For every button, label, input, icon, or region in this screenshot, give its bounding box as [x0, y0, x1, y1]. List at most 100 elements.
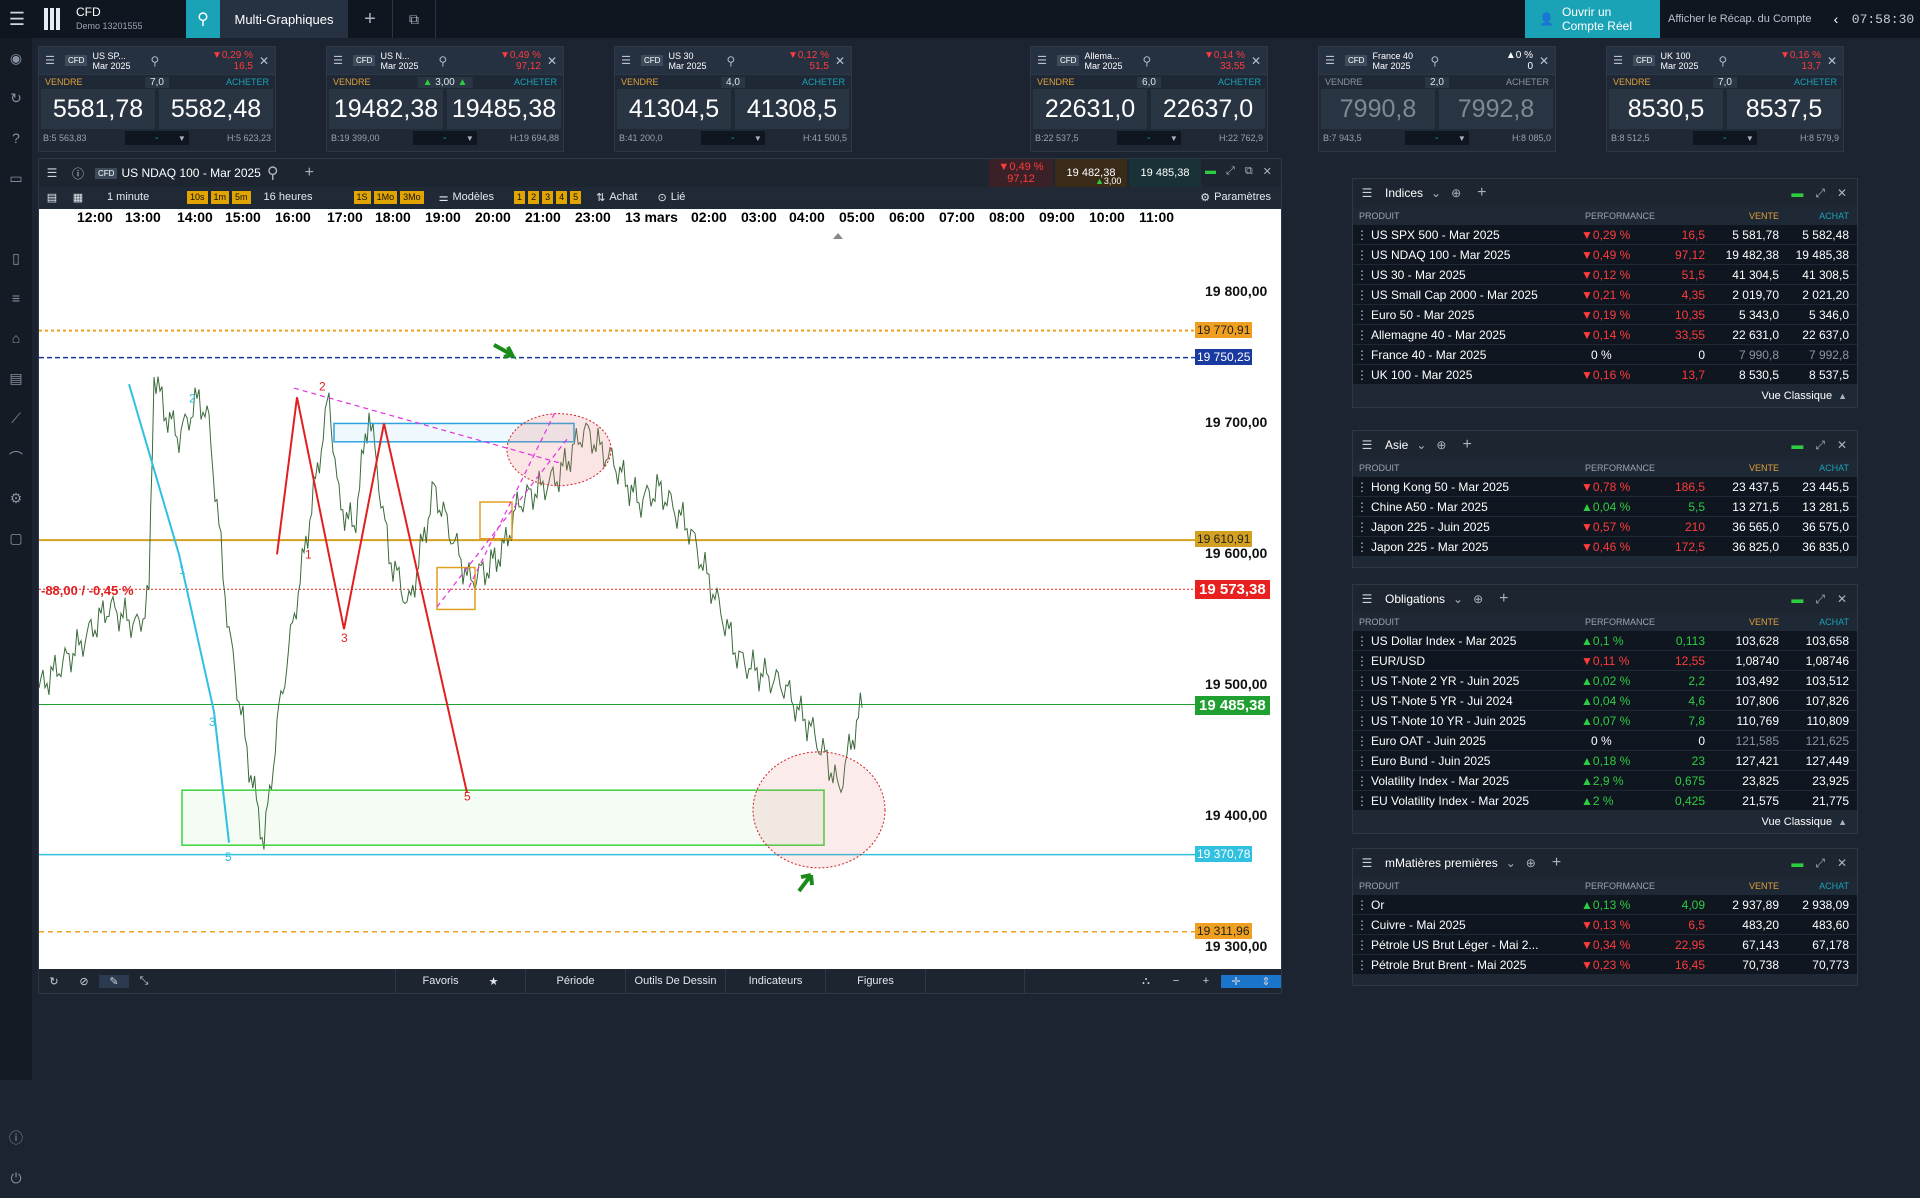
watchlist-row[interactable]: ⋮ US NDAQ 100 - Mar 2025 ▼0,49 % 97,12 19 48…	[1353, 245, 1857, 265]
col-performance[interactable]: PERFORMANCE	[1585, 617, 1656, 627]
col-sell[interactable]: VENTE	[1748, 211, 1779, 221]
close-icon[interactable]: ✕	[1836, 591, 1847, 606]
zoom-search-icon[interactable]: ⊕	[1525, 856, 1536, 870]
row-buy-price[interactable]: 21,775	[1812, 793, 1849, 808]
timeframe-button[interactable]: 10s	[187, 190, 208, 204]
quantity-input[interactable]: - ▼	[1692, 131, 1757, 145]
row-menu-icon[interactable]: ⋮	[1356, 519, 1368, 534]
col-buy[interactable]: ACHAT	[1819, 617, 1849, 627]
row-buy-price[interactable]: 110,809	[1806, 713, 1850, 728]
search-icon[interactable]: ⚲	[266, 165, 279, 182]
sell-price-button[interactable]: 7990,8	[1321, 89, 1435, 129]
sell-price-button[interactable]: 41304,5	[617, 89, 731, 129]
col-product[interactable]: PRODUIT	[1359, 881, 1400, 891]
power-icon[interactable]: ⏻	[10, 1169, 22, 1186]
info-icon[interactable]: ⓘ	[9, 1130, 23, 1146]
row-buy-price[interactable]: 70,773	[1812, 957, 1849, 972]
panel-menu-icon[interactable]: ☰	[1361, 438, 1373, 452]
watchlist-row[interactable]: ⋮ Pétrole US Brut Léger - Mai 2... ▼0,34 %…	[1353, 935, 1857, 955]
ticket-menu-icon[interactable]: ☰	[1037, 55, 1047, 67]
watchlist-row[interactable]: ⋮ US Dollar Index - Mar 2025 ▲0,1 % 0,113 10…	[1353, 631, 1857, 651]
panel-title[interactable]: Obligations	[1385, 592, 1446, 606]
info-circle-icon[interactable]: ⓘ	[71, 166, 84, 181]
search-icon[interactable]: ⚲	[1430, 53, 1440, 68]
row-menu-icon[interactable]: ⋮	[1356, 773, 1368, 788]
row-sell-price[interactable]: 2 937,89	[1732, 897, 1779, 912]
watchlist-row[interactable]: ⋮ US 30 - Mar 2025 ▼0,12 % 51,5 41 304,5 41 3…	[1353, 265, 1857, 285]
list-icon[interactable]: ≡	[11, 290, 21, 306]
row-buy-price[interactable]: 67,178	[1812, 937, 1849, 952]
col-performance[interactable]: PERFORMANCE	[1585, 463, 1656, 473]
watchlist-row[interactable]: ⋮ UK 100 - Mar 2025 ▼0,16 % 13,7 8 530,5 8 53…	[1353, 365, 1857, 385]
tag-icon[interactable]: ⌂	[11, 330, 21, 346]
watchlist-row[interactable]: ⋮ Cuivre - Mai 2025 ▼0,13 % 6,5 483,20 483,60	[1353, 915, 1857, 935]
row-menu-icon[interactable]: ⋮	[1356, 247, 1368, 262]
ticket-menu-icon[interactable]: ☰	[333, 55, 343, 67]
row-sell-price[interactable]: 5 581,78	[1732, 227, 1779, 242]
popout-icon[interactable]: ⧉	[1244, 165, 1253, 177]
row-buy-price[interactable]: 36 835,0	[1802, 539, 1849, 554]
row-sell-price[interactable]: 36 825,0	[1732, 539, 1779, 554]
panel-menu-icon[interactable]: ☰	[1361, 186, 1373, 200]
row-menu-icon[interactable]: ⋮	[1356, 479, 1368, 494]
panel-menu-icon[interactable]: ☰	[1361, 856, 1373, 870]
row-sell-price[interactable]: 110,769	[1736, 713, 1780, 728]
zoom-out-icon[interactable]: −	[1172, 974, 1180, 987]
search-icon[interactable]: ⚲	[438, 53, 448, 68]
range-select[interactable]: 16 heures	[263, 191, 313, 203]
buy-price-button[interactable]: 8537,5	[1727, 89, 1841, 129]
expand-icon[interactable]: ⤢	[1815, 855, 1825, 870]
watchlist-row[interactable]: ⋮ Euro OAT - Juin 2025 0 % 0 121,585 121,625	[1353, 731, 1857, 751]
row-sell-price[interactable]: 19 482,38	[1725, 247, 1779, 262]
row-menu-icon[interactable]: ⋮	[1356, 287, 1368, 302]
pencil-icon[interactable]: ✎	[99, 974, 129, 988]
expand-icon[interactable]: ⤢	[1815, 437, 1825, 452]
row-menu-icon[interactable]: ⋮	[1356, 227, 1368, 242]
col-performance[interactable]: PERFORMANCE	[1585, 881, 1656, 891]
sell-price-button[interactable]: 22631,0	[1033, 89, 1147, 129]
buy-price-button[interactable]: 41308,5	[735, 89, 849, 129]
row-sell-price[interactable]: 21,575	[1742, 793, 1779, 808]
chart-sell-button[interactable]: 19 482,38	[1055, 159, 1127, 187]
disable-icon[interactable]: ⊘	[79, 975, 89, 988]
row-menu-icon[interactable]: ⋮	[1356, 673, 1368, 688]
watchlist-row[interactable]: ⋮ Euro Bund - Juin 2025 ▲0,18 % 23 127,421 12…	[1353, 751, 1857, 771]
row-buy-price[interactable]: 36 575,0	[1802, 519, 1849, 534]
settings-gear-icon[interactable]: ⚙	[9, 489, 23, 506]
sell-price-button[interactable]: 8530,5	[1609, 89, 1723, 129]
row-sell-price[interactable]: 36 565,0	[1732, 519, 1779, 534]
row-sell-price[interactable]: 127,421	[1735, 753, 1779, 768]
row-buy-price[interactable]: 41 308,5	[1802, 267, 1849, 282]
add-icon[interactable]: +	[1462, 436, 1472, 453]
expand-icon[interactable]: ⤢	[1226, 165, 1235, 177]
ticket-menu-icon[interactable]: ☰	[45, 55, 55, 67]
settings-button[interactable]: Paramètres	[1214, 191, 1271, 203]
col-buy[interactable]: ACHAT	[1819, 463, 1849, 473]
row-menu-icon[interactable]: ⋮	[1356, 957, 1368, 972]
zoom-search-icon[interactable]: ⊕	[1473, 592, 1484, 606]
row-sell-price[interactable]: 8 530,5	[1738, 367, 1779, 382]
document-icon[interactable]: ▤	[9, 369, 23, 386]
row-sell-price[interactable]: 23 437,5	[1732, 479, 1779, 494]
hamburger-menu-icon[interactable]: ☰	[8, 8, 26, 29]
row-buy-price[interactable]: 23 445,5	[1802, 479, 1849, 494]
price-chart[interactable]: 1 2 3 5 1 2 3 5 -88,00 / -0,45 %	[39, 227, 1195, 967]
row-buy-price[interactable]: 107,826	[1805, 693, 1849, 708]
close-icon[interactable]: ✕	[1250, 53, 1262, 68]
drawing-tools-button[interactable]: Outils De Dessin	[625, 969, 725, 993]
panel-menu-icon[interactable]: ☰	[1361, 592, 1373, 606]
close-icon[interactable]: ✕	[258, 53, 270, 68]
close-icon[interactable]: ✕	[834, 53, 846, 68]
row-menu-icon[interactable]: ⋮	[1356, 897, 1368, 912]
watchlist-row[interactable]: ⋮ US Small Cap 2000 - Mar 2025 ▼0,21 % 4,35…	[1353, 285, 1857, 305]
row-buy-price[interactable]: 483,60	[1812, 917, 1849, 932]
close-icon[interactable]: ✕	[1836, 855, 1847, 870]
watchlist-row[interactable]: ⋮ France 40 - Mar 2025 0 % 0 7 990,8 7 992,8	[1353, 345, 1857, 365]
watchlist-row[interactable]: ⋮ Chine A50 - Mar 2025 ▲0,04 % 5,5 13 271,5 1…	[1353, 497, 1857, 517]
add-instrument-icon[interactable]: +	[304, 164, 314, 181]
row-menu-icon[interactable]: ⋮	[1356, 693, 1368, 708]
watchlist-row[interactable]: ⋮ Hong Kong 50 - Mar 2025 ▼0,78 % 186,5 23 4…	[1353, 477, 1857, 497]
row-menu-icon[interactable]: ⋮	[1356, 937, 1368, 952]
quantity-input[interactable]: - ▼	[124, 131, 189, 145]
search-icon[interactable]: ⚲	[150, 53, 160, 68]
